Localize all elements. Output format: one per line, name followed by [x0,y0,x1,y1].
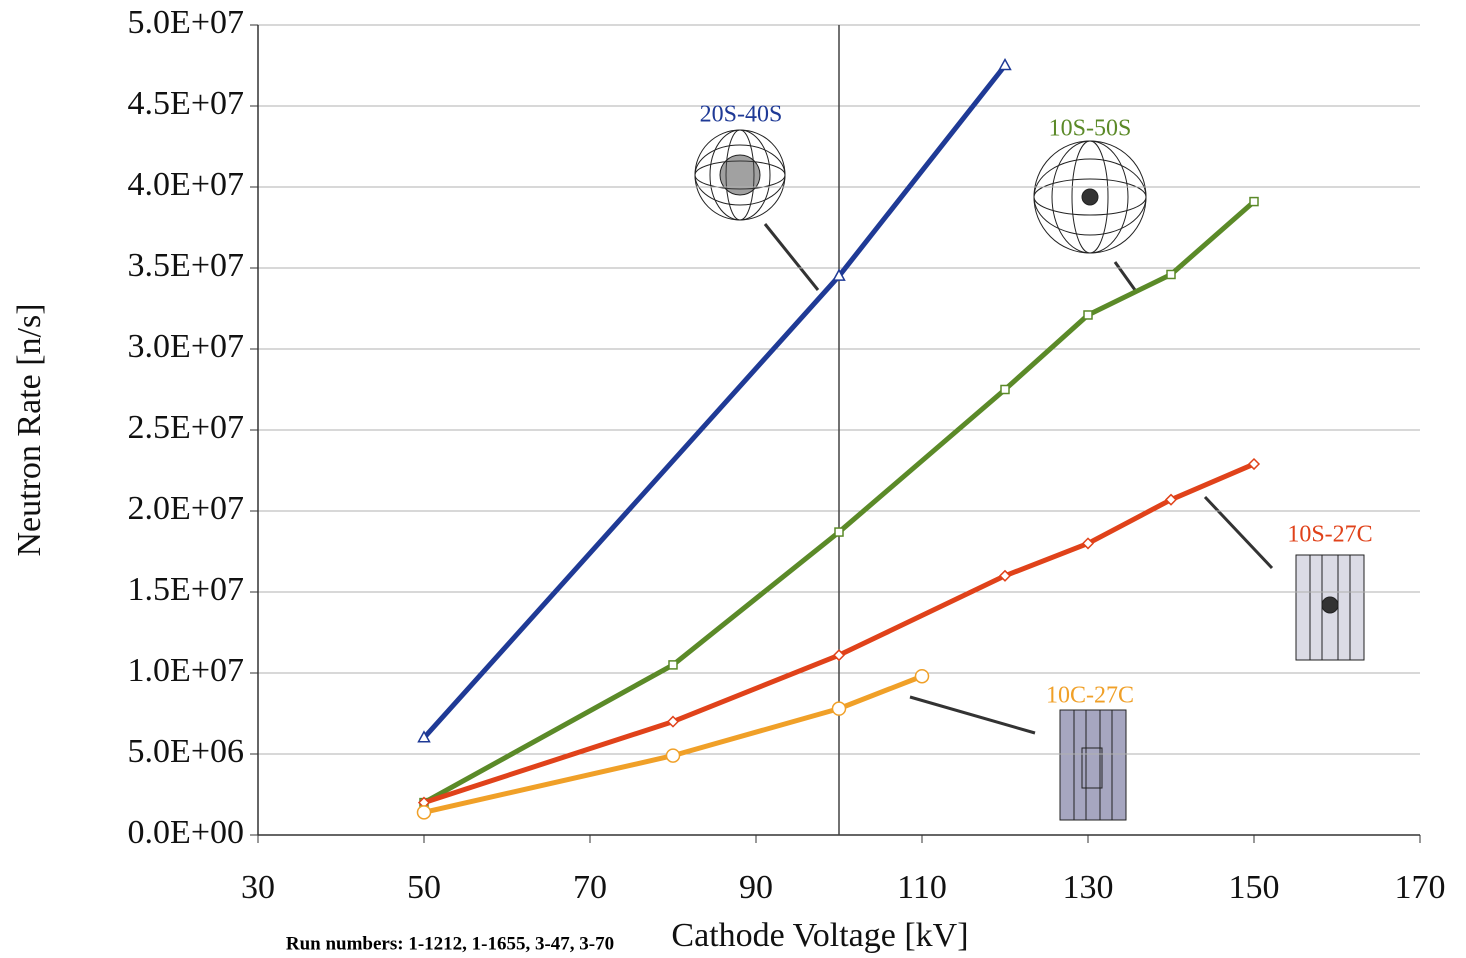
icon-sphere-20s-40s [695,130,785,220]
x-tick-label: 90 [739,869,773,906]
x-tick-label: 50 [407,869,441,906]
point [667,749,680,762]
point [1001,386,1009,394]
y-axis-label: Neutron Rate [n/s] [11,303,48,556]
y-tick-label: 3.0E+07 [128,328,244,365]
series-line [424,66,1005,738]
x-tick-label: 30 [241,869,275,906]
point [833,702,846,715]
point [418,806,431,819]
x-tick-label: 70 [573,869,607,906]
point [669,661,677,669]
series-label: 10S-50S [1049,116,1132,142]
footnote: Run numbers: 1-1212, 1-1655, 3-47, 3-70 [286,933,614,954]
series-label: 20S-40S [700,102,783,128]
y-tick-label: 2.0E+07 [128,490,244,527]
point [1000,60,1011,70]
y-tick-label: 3.5E+07 [128,247,244,284]
icon-cylinder-10s-27c [1296,555,1364,660]
y-tick-label: 5.0E+07 [128,4,244,41]
y-tick-label: 2.5E+07 [128,409,244,446]
x-tick-label: 110 [897,869,947,906]
x-tick-label: 150 [1229,869,1280,906]
y-tick-label: 5.0E+06 [128,733,244,770]
icon-sphere-10s-50s [1034,141,1146,253]
series-line [424,676,922,812]
y-tick-label: 1.0E+07 [128,652,244,689]
y-tick-label: 1.5E+07 [128,571,244,608]
y-tick-label: 0.0E+00 [128,814,244,851]
point [835,528,843,536]
y-tick-label: 4.0E+07 [128,166,244,203]
series-label: 10C-27C [1046,683,1134,709]
x-tick-label: 170 [1395,869,1446,906]
icon-cylinder-10c-27c [1060,710,1126,820]
x-tick-label: 130 [1063,869,1114,906]
x-axis-label: Cathode Voltage [kV] [671,917,968,954]
chart: Run numbers: 1-1212, 1-1655, 3-47, 3-70 … [0,0,1466,958]
point [916,670,929,683]
series-label: 10S-27C [1287,522,1372,548]
point [1084,311,1092,319]
point [1167,270,1175,278]
y-tick-label: 4.5E+07 [128,85,244,122]
point [1250,198,1258,206]
